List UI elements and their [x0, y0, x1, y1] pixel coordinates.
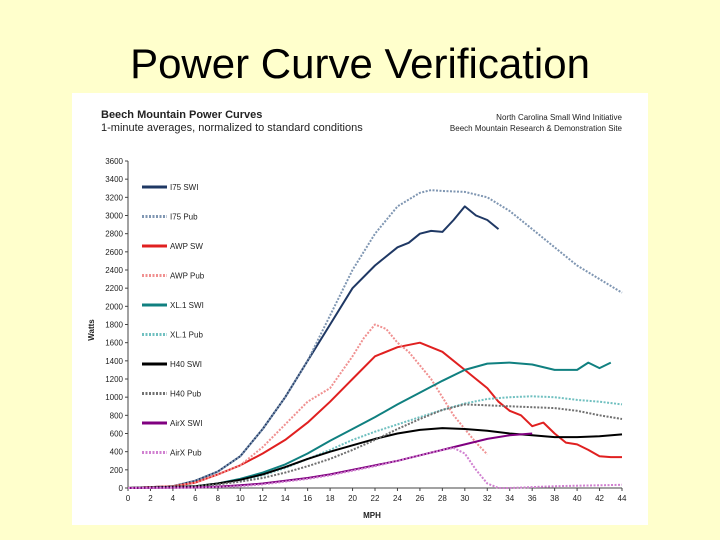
- legend-label-h40-pub: H40 Pub: [170, 390, 202, 399]
- source-line-1: North Carolina Small Wind Initiative: [496, 113, 622, 122]
- series-line-xl-1-pub: [127, 395, 623, 489]
- x-tick-label: 44: [618, 494, 627, 503]
- x-tick-label: 22: [371, 494, 380, 503]
- axes-layer: 0200400600800100012001400160018002000220…: [105, 157, 627, 503]
- series-line-xl-1-swi: [127, 361, 612, 489]
- series-line-i75-pub: [127, 189, 623, 489]
- slide-title: Power Curve Verification: [130, 40, 590, 87]
- x-tick-label: 34: [505, 494, 514, 503]
- y-tick-label: 200: [110, 466, 124, 475]
- legend-label-xl-1-pub: XL.1 Pub: [170, 331, 203, 340]
- x-tick-label: 12: [258, 494, 267, 503]
- series-line-h40-pub: [127, 403, 623, 489]
- x-tick-label: 26: [415, 494, 424, 503]
- legend-label-airx-pub: AirX Pub: [170, 449, 202, 458]
- y-tick-label: 2600: [105, 248, 123, 257]
- x-tick-label: 4: [171, 494, 176, 503]
- legend-label-h40-swi: H40 SWI: [170, 360, 202, 369]
- x-tick-label: 10: [236, 494, 245, 503]
- y-tick-label: 1000: [105, 393, 123, 402]
- legend: I75 SWI I75 Pub AWP SW AWP Pub XL.1 SWI XL.1 …: [142, 183, 205, 458]
- y-axis-label: Watts: [87, 319, 96, 341]
- x-tick-label: 30: [460, 494, 469, 503]
- y-tick-label: 3400: [105, 175, 123, 184]
- y-tick-label: 1800: [105, 321, 123, 330]
- y-tick-label: 1200: [105, 375, 123, 384]
- x-tick-label: 6: [193, 494, 198, 503]
- chart-panel: Beech Mountain Power Curves 1-minute ave…: [72, 93, 648, 525]
- power-curve-chart: Beech Mountain Power Curves 1-minute ave…: [87, 109, 627, 520]
- series-line-airx-pub: [127, 447, 623, 489]
- legend-label-i75-swi: I75 SWI: [170, 183, 198, 192]
- legend-label-awp-pub: AWP Pub: [170, 272, 205, 281]
- x-tick-label: 20: [348, 494, 357, 503]
- x-tick-label: 28: [438, 494, 447, 503]
- x-tick-label: 18: [326, 494, 335, 503]
- y-tick-label: 2000: [105, 302, 123, 311]
- legend-label-awp-sw: AWP SW: [170, 242, 203, 251]
- y-tick-label: 3600: [105, 157, 123, 166]
- y-tick-label: 1400: [105, 357, 123, 366]
- x-tick-label: 2: [148, 494, 153, 503]
- x-tick-label: 14: [281, 494, 290, 503]
- x-tick-label: 42: [595, 494, 604, 503]
- legend-label-i75-pub: I75 Pub: [170, 213, 198, 222]
- y-tick-label: 0: [119, 484, 124, 493]
- y-tick-label: 400: [110, 448, 124, 457]
- x-tick-label: 16: [303, 494, 312, 503]
- x-tick-label: 32: [483, 494, 492, 503]
- y-tick-label: 800: [110, 411, 124, 420]
- y-tick-label: 2200: [105, 284, 123, 293]
- x-tick-label: 8: [216, 494, 221, 503]
- y-tick-label: 1600: [105, 339, 123, 348]
- x-tick-label: 38: [550, 494, 559, 503]
- y-tick-label: 2400: [105, 266, 123, 275]
- series-line-awp-pub: [127, 323, 489, 489]
- x-tick-label: 0: [126, 494, 131, 503]
- y-tick-label: 3200: [105, 193, 123, 202]
- y-tick-label: 3000: [105, 212, 123, 221]
- x-axis-label: MPH: [363, 511, 381, 520]
- chart-subtitle: 1-minute averages, normalized to standar…: [101, 122, 363, 134]
- x-tick-label: 24: [393, 494, 402, 503]
- series-line-h40-swi: [127, 427, 623, 489]
- series-line-i75-swi: [127, 205, 500, 489]
- source-line-2: Beech Mountain Research & Demonstration …: [450, 124, 623, 133]
- legend-label-xl-1-swi: XL.1 SWI: [170, 301, 204, 310]
- legend-label-airx-swi: AirX SWI: [170, 419, 202, 428]
- series-layer: [127, 189, 623, 489]
- x-tick-label: 40: [573, 494, 582, 503]
- x-tick-label: 36: [528, 494, 537, 503]
- y-tick-label: 2800: [105, 230, 123, 239]
- chart-title: Beech Mountain Power Curves: [101, 109, 262, 121]
- y-tick-label: 600: [110, 430, 124, 439]
